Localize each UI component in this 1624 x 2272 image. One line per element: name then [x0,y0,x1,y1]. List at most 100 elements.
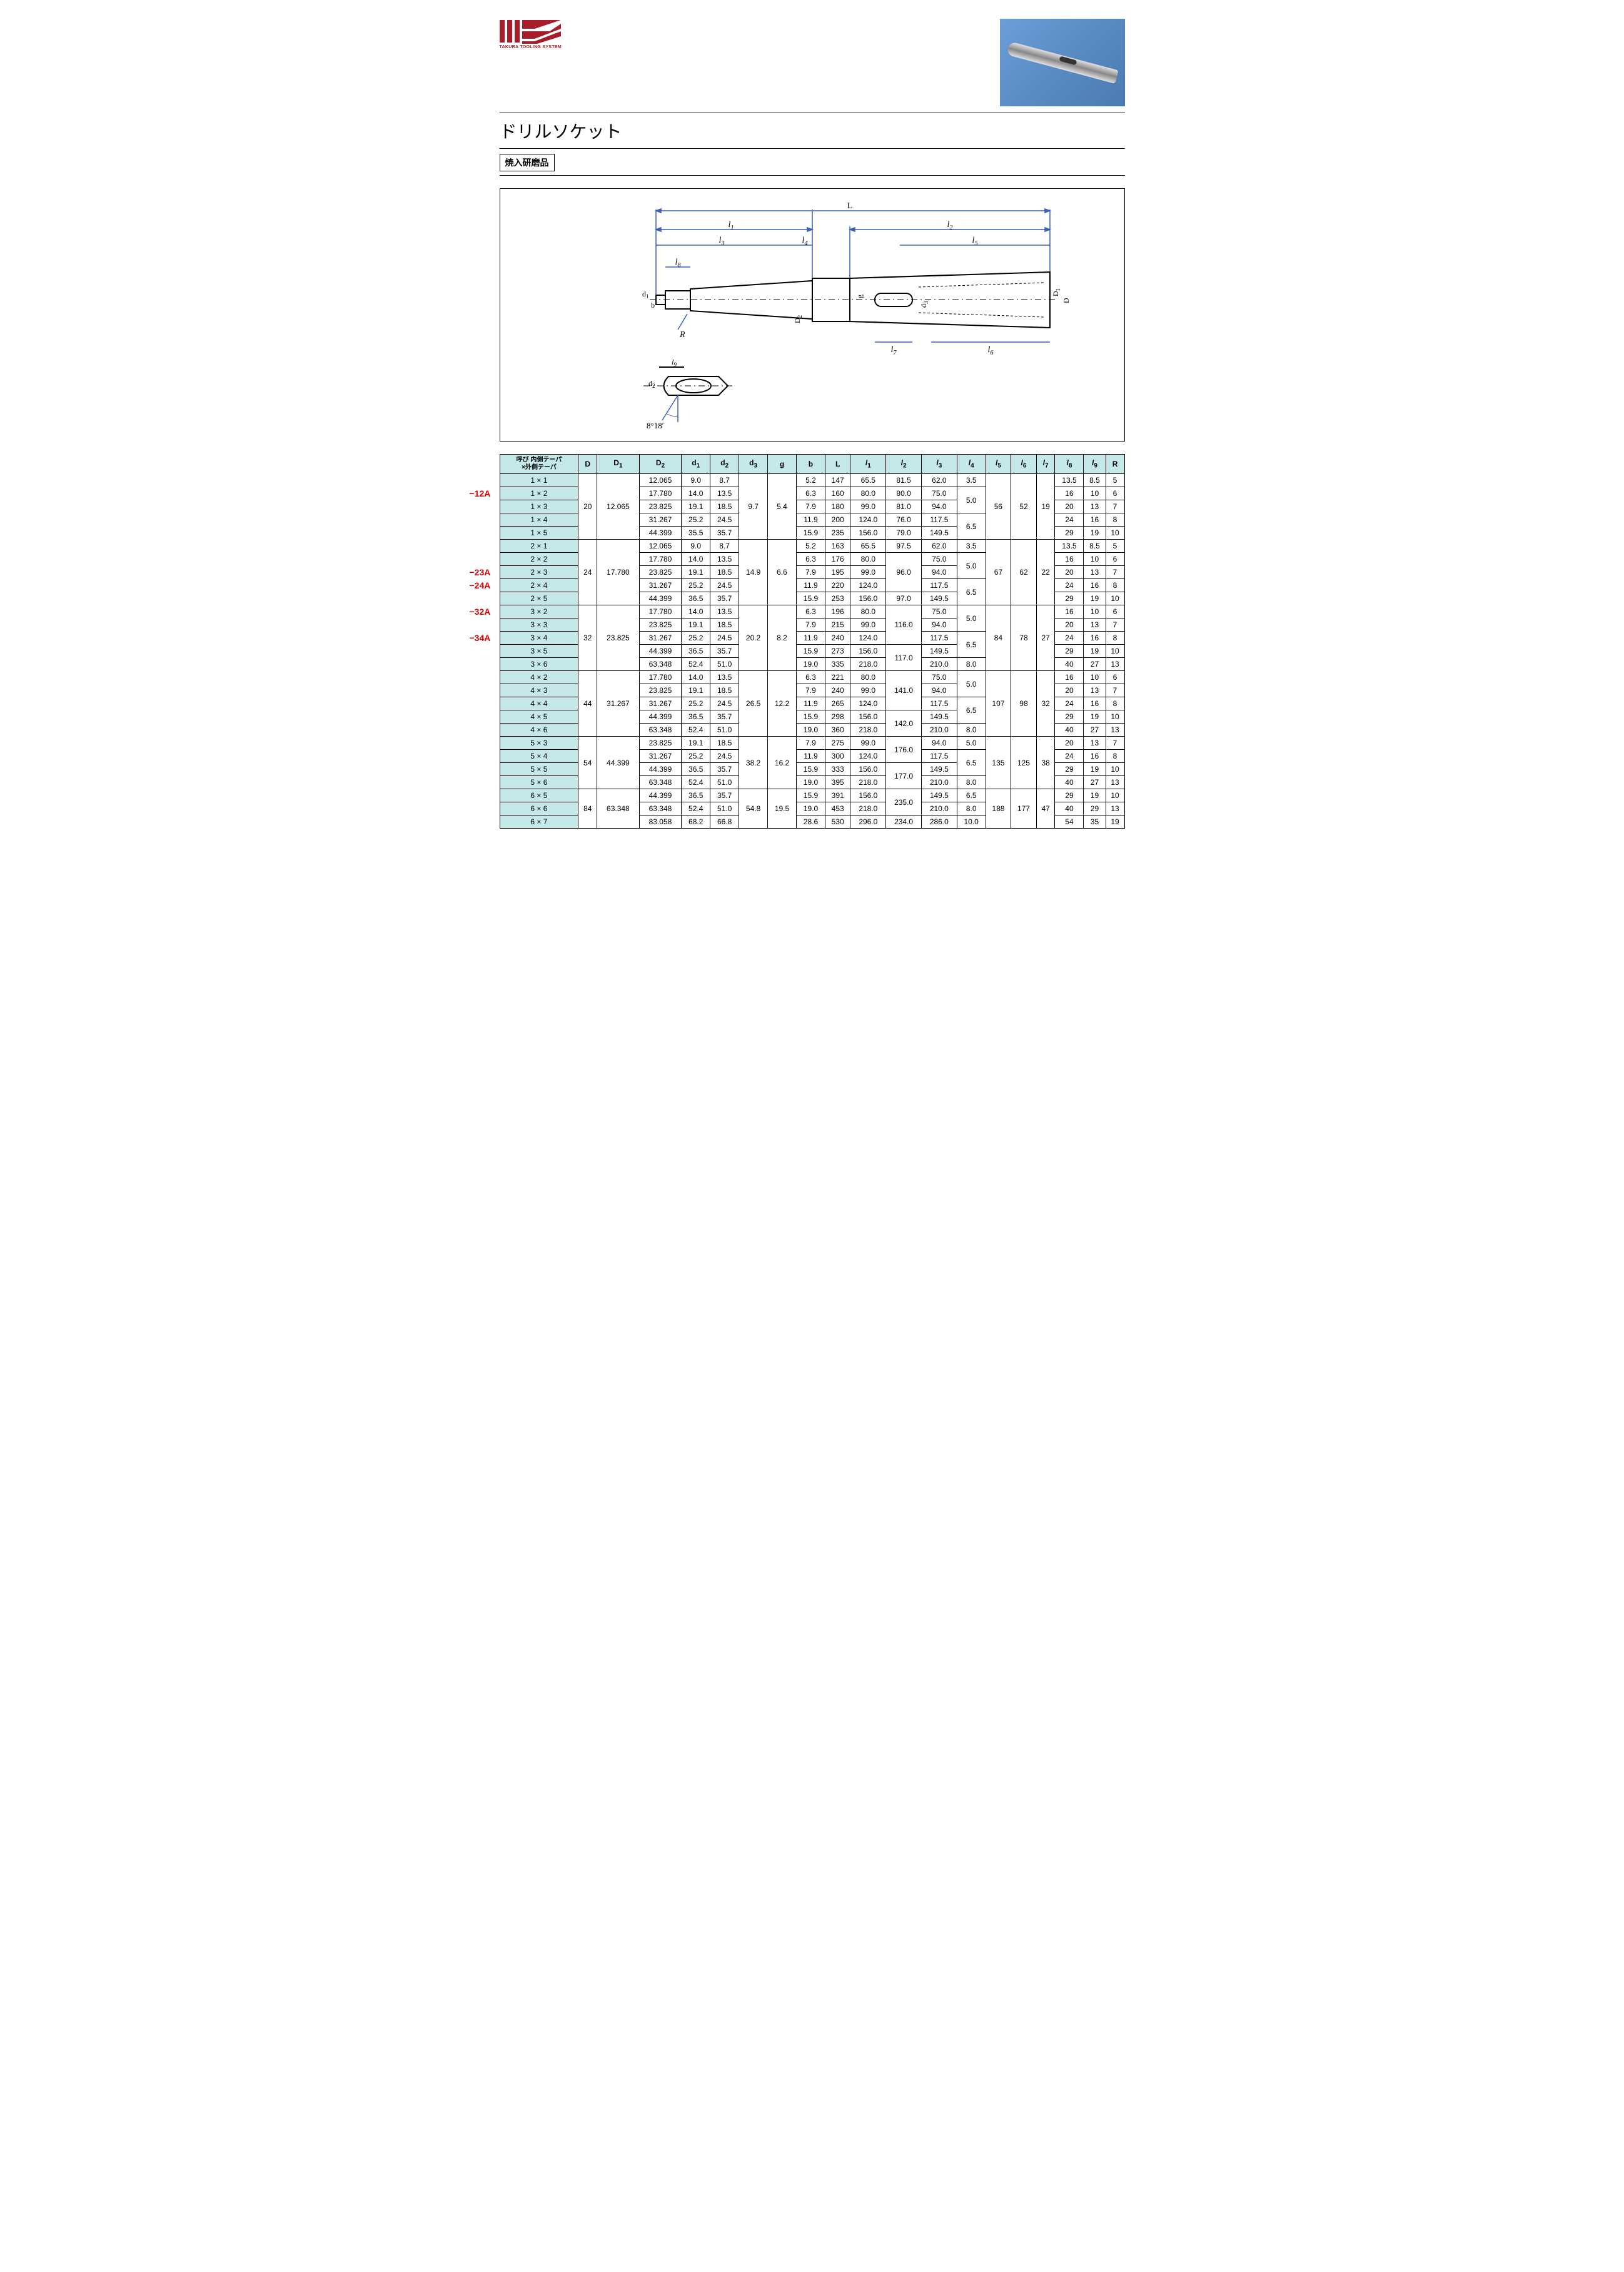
cell: 29 [1055,527,1084,540]
cell: 210.0 [921,658,957,671]
svg-text:l6: l6 [987,345,993,356]
cell: 147 [825,474,850,487]
cell: 7.9 [796,737,825,750]
cell: 14.0 [682,553,710,566]
cell: 13.5 [710,487,739,500]
cell: 23.825 [639,500,682,513]
cell: 67 [986,540,1011,605]
cell: 40 [1055,724,1084,737]
cell: 23.825 [639,618,682,632]
cell: 6.3 [796,671,825,684]
cell: 14.0 [682,487,710,500]
cell: 5.2 [796,540,825,553]
cell-name: 2 × 3 [500,566,578,579]
subtitle-badge: 焼入研磨品 [500,154,555,171]
cell: 15.9 [796,710,825,724]
table-row: 3 × 23223.82517.78014.013.520.28.26.3196… [500,605,1124,618]
cell: 180 [825,500,850,513]
cell: 453 [825,802,850,815]
red-annotation: −12A [470,488,491,498]
cell: 16 [1084,697,1106,710]
cell: 7.9 [796,684,825,697]
cell: 218.0 [850,658,886,671]
th: D [578,455,597,474]
cell: 13.5 [710,671,739,684]
cell: 13 [1084,618,1106,632]
cell: 35.5 [682,527,710,540]
cell: 8.7 [710,474,739,487]
cell: 7 [1106,737,1124,750]
cell: 35.7 [710,710,739,724]
cell: 16 [1055,487,1084,500]
spec-table-wrap: −12A−23A−24A−32A−34A 呼び 内側テーパ×外側テーパDD1D2… [500,454,1125,829]
cell: 44.399 [639,789,682,802]
cell: 12.065 [639,474,682,487]
cell: 19.1 [682,737,710,750]
cell: 156.0 [850,527,886,540]
cell-name: 4 × 3 [500,684,578,697]
cell: 298 [825,710,850,724]
th-name: 呼び 内側テーパ×外側テーパ [500,455,578,474]
cell: 17.780 [639,671,682,684]
cell: 19.1 [682,566,710,579]
cell: 13.5 [1055,540,1084,553]
cell: 149.5 [921,592,957,605]
table-row: 1 × 12012.06512.0659.08.79.75.45.214765.… [500,474,1124,487]
cell: 117.0 [886,645,922,671]
cell: 19.0 [796,802,825,815]
cell: 18.5 [710,618,739,632]
cell: 253 [825,592,850,605]
cell: 10 [1106,527,1124,540]
cell: 7.9 [796,566,825,579]
cell: 117.5 [921,632,957,645]
cell: 52.4 [682,658,710,671]
cell: 6 [1106,605,1124,618]
red-annotation: −32A [470,607,491,617]
cell: 195 [825,566,850,579]
cell: 63.348 [639,776,682,789]
cell: 94.0 [921,500,957,513]
cell: 117.5 [921,697,957,710]
cell: 75.0 [921,605,957,618]
cell: 8.5 [1084,540,1106,553]
cell: 44.399 [597,737,640,789]
cell: 234.0 [886,815,922,829]
cell-name: 1 × 5 [500,527,578,540]
cell: 38.2 [739,737,768,789]
cell: 7.9 [796,618,825,632]
svg-text:L: L [847,201,852,211]
cell: 176.0 [886,737,922,763]
cell: 19 [1084,527,1106,540]
cell: 80.0 [850,671,886,684]
cell: 18.5 [710,737,739,750]
th: d3 [739,455,768,474]
cell: 10 [1106,763,1124,776]
cell-name: 5 × 3 [500,737,578,750]
cell: 19.0 [796,724,825,737]
th: d1 [682,455,710,474]
cell: 9.0 [682,474,710,487]
cell: 27 [1084,658,1106,671]
cell: 16 [1084,513,1106,527]
cell: 10.0 [957,815,986,829]
cell: 3.5 [957,474,986,487]
cell: 8.0 [957,776,986,789]
cell: 29 [1055,710,1084,724]
cell: 8.7 [710,540,739,553]
cell: 135 [986,737,1011,789]
cell: 156.0 [850,645,886,658]
cell: 6.6 [768,540,797,605]
cell: 177 [1011,789,1037,829]
cell: 20.2 [739,605,768,671]
cell: 36.5 [682,710,710,724]
cell: 5.0 [957,737,986,750]
cell: 65.5 [850,540,886,553]
cell: 44.399 [639,710,682,724]
cell: 275 [825,737,850,750]
red-annotation: −23A [470,567,491,577]
svg-text:8°18′: 8°18′ [647,421,664,430]
cell: 27 [1036,605,1055,671]
cell: 99.0 [850,566,886,579]
cell: 16 [1055,553,1084,566]
cell: 19 [1106,815,1124,829]
